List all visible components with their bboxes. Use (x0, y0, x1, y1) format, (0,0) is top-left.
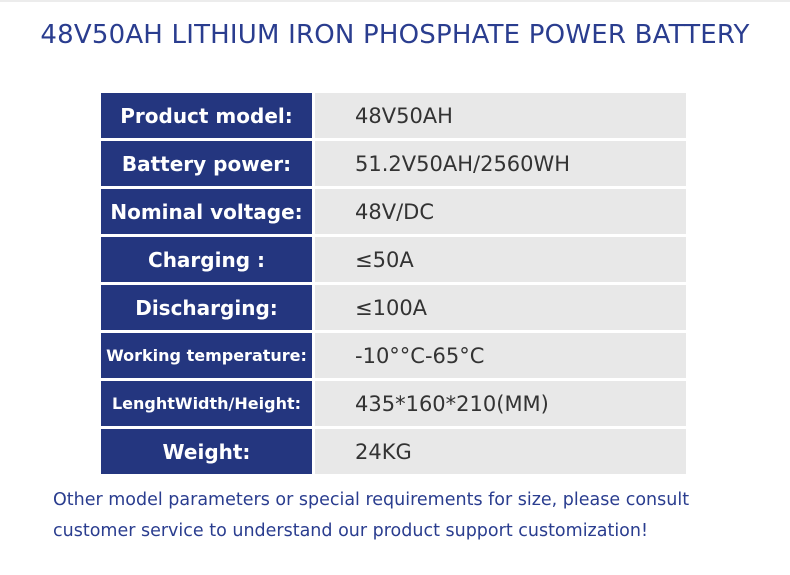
spec-value: 435*160*210(MM) (315, 381, 686, 426)
spec-row: Charging : ≤50A (101, 237, 686, 282)
footer-note: Other model parameters or special requir… (53, 490, 690, 541)
spec-label: Working temperature: (101, 333, 315, 378)
spec-value: ≤100A (315, 285, 686, 330)
top-rule (0, 0, 790, 2)
spec-label: LenghtWidth/Height: (101, 381, 315, 426)
spec-row: LenghtWidth/Height: 435*160*210(MM) (101, 381, 686, 426)
spec-row: Discharging: ≤100A (101, 285, 686, 330)
spec-value: 48V/DC (315, 189, 686, 234)
spec-label: Product model: (101, 93, 315, 138)
spec-value: 24KG (315, 429, 686, 474)
spec-row: Weight: 24KG (101, 429, 686, 474)
spec-label: Nominal voltage: (101, 189, 315, 234)
spec-row: Working temperature: -10°°C-65°C (101, 333, 686, 378)
spec-label: Charging : (101, 237, 315, 282)
spec-label: Discharging: (101, 285, 315, 330)
spec-value: 48V50AH (315, 93, 686, 138)
spec-label: Battery power: (101, 141, 315, 186)
spec-label: Weight: (101, 429, 315, 474)
spec-row: Product model: 48V50AH (101, 93, 686, 138)
spec-table: Product model: 48V50AH Battery power: 51.2V… (101, 90, 686, 477)
spec-value: -10°°C-65°C (315, 333, 686, 378)
title: 48V50AH LITHIUM IRON PHOSPHATE POWER BAT… (40, 20, 750, 50)
spec-value: ≤50A (315, 237, 686, 282)
spec-row: Nominal voltage: 48V/DC (101, 189, 686, 234)
spec-value: 51.2V50AH/2560WH (315, 141, 686, 186)
spec-row: Battery power: 51.2V50AH/2560WH (101, 141, 686, 186)
